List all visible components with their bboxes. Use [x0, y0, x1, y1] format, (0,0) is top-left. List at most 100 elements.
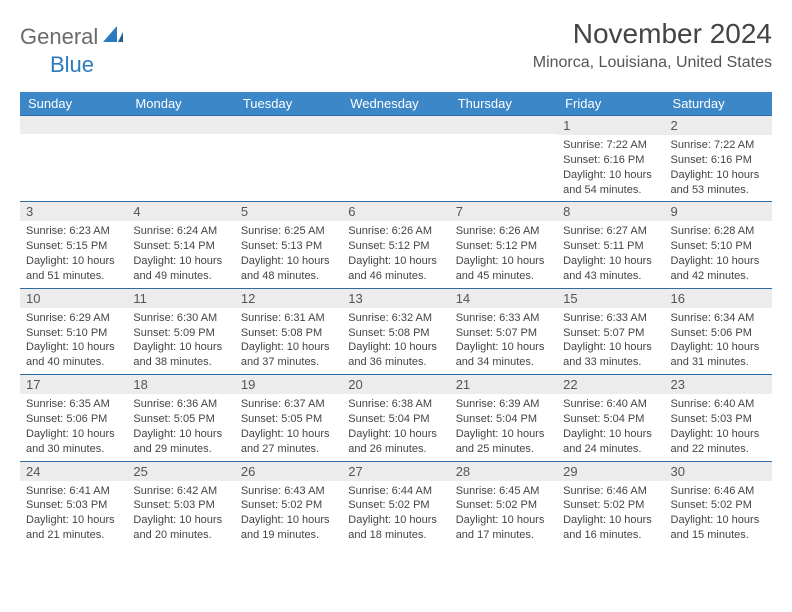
day-body: Sunrise: 6:34 AMSunset: 5:06 PMDaylight:…	[665, 308, 772, 374]
day-number	[235, 116, 342, 134]
day-number	[127, 116, 234, 134]
sunrise-text: Sunrise: 7:22 AM	[563, 138, 658, 153]
sunset-text: Sunset: 5:02 PM	[456, 498, 551, 513]
day-body: Sunrise: 6:43 AMSunset: 5:02 PMDaylight:…	[235, 481, 342, 547]
calendar-day-cell: 8Sunrise: 6:27 AMSunset: 5:11 PMDaylight…	[557, 202, 664, 288]
day-number: 28	[450, 462, 557, 481]
sunrise-text: Sunrise: 6:29 AM	[26, 311, 121, 326]
day-text: Daylight: 10 hours and 15 minutes.	[671, 513, 766, 543]
day-body	[450, 134, 557, 141]
day-text: Daylight: 10 hours and 49 minutes.	[133, 254, 228, 284]
day-text: Daylight: 10 hours and 34 minutes.	[456, 340, 551, 370]
day-number: 3	[20, 202, 127, 221]
day-text: Daylight: 10 hours and 20 minutes.	[133, 513, 228, 543]
sunrise-text: Sunrise: 6:46 AM	[671, 484, 766, 499]
day-text: Daylight: 10 hours and 29 minutes.	[133, 427, 228, 457]
sunset-text: Sunset: 5:09 PM	[133, 326, 228, 341]
day-text: Daylight: 10 hours and 46 minutes.	[348, 254, 443, 284]
calendar-week-row: 1Sunrise: 7:22 AMSunset: 6:16 PMDaylight…	[20, 116, 772, 202]
day-text: Daylight: 10 hours and 17 minutes.	[456, 513, 551, 543]
calendar-day-cell: 12Sunrise: 6:31 AMSunset: 5:08 PMDayligh…	[235, 288, 342, 374]
day-number: 9	[665, 202, 772, 221]
weekday-header: Tuesday	[235, 92, 342, 116]
day-body: Sunrise: 6:29 AMSunset: 5:10 PMDaylight:…	[20, 308, 127, 374]
sunset-text: Sunset: 5:15 PM	[26, 239, 121, 254]
calendar-day-cell: 24Sunrise: 6:41 AMSunset: 5:03 PMDayligh…	[20, 461, 127, 547]
day-text: Daylight: 10 hours and 18 minutes.	[348, 513, 443, 543]
day-body: Sunrise: 7:22 AMSunset: 6:16 PMDaylight:…	[665, 135, 772, 201]
day-text: Daylight: 10 hours and 37 minutes.	[241, 340, 336, 370]
day-body	[342, 134, 449, 141]
day-text: Daylight: 10 hours and 42 minutes.	[671, 254, 766, 284]
day-text: Daylight: 10 hours and 19 minutes.	[241, 513, 336, 543]
sunrise-text: Sunrise: 6:46 AM	[563, 484, 658, 499]
day-body: Sunrise: 6:23 AMSunset: 5:15 PMDaylight:…	[20, 221, 127, 287]
sunset-text: Sunset: 5:02 PM	[348, 498, 443, 513]
sunset-text: Sunset: 5:10 PM	[671, 239, 766, 254]
day-body: Sunrise: 6:33 AMSunset: 5:07 PMDaylight:…	[450, 308, 557, 374]
day-body: Sunrise: 6:27 AMSunset: 5:11 PMDaylight:…	[557, 221, 664, 287]
calendar-day-cell: 25Sunrise: 6:42 AMSunset: 5:03 PMDayligh…	[127, 461, 234, 547]
day-number: 22	[557, 375, 664, 394]
calendar-day-cell: 14Sunrise: 6:33 AMSunset: 5:07 PMDayligh…	[450, 288, 557, 374]
sunset-text: Sunset: 5:12 PM	[456, 239, 551, 254]
day-number: 11	[127, 289, 234, 308]
sunrise-text: Sunrise: 6:37 AM	[241, 397, 336, 412]
day-text: Daylight: 10 hours and 24 minutes.	[563, 427, 658, 457]
day-text: Daylight: 10 hours and 40 minutes.	[26, 340, 121, 370]
calendar-day-cell: 29Sunrise: 6:46 AMSunset: 5:02 PMDayligh…	[557, 461, 664, 547]
day-body: Sunrise: 6:26 AMSunset: 5:12 PMDaylight:…	[450, 221, 557, 287]
sunset-text: Sunset: 6:16 PM	[671, 153, 766, 168]
calendar-week-row: 3Sunrise: 6:23 AMSunset: 5:15 PMDaylight…	[20, 202, 772, 288]
calendar-day-cell	[20, 116, 127, 202]
day-body: Sunrise: 6:44 AMSunset: 5:02 PMDaylight:…	[342, 481, 449, 547]
calendar-day-cell	[342, 116, 449, 202]
sunrise-text: Sunrise: 6:32 AM	[348, 311, 443, 326]
sunrise-text: Sunrise: 6:38 AM	[348, 397, 443, 412]
sunset-text: Sunset: 5:03 PM	[133, 498, 228, 513]
sunset-text: Sunset: 5:10 PM	[26, 326, 121, 341]
day-number: 26	[235, 462, 342, 481]
calendar-week-row: 24Sunrise: 6:41 AMSunset: 5:03 PMDayligh…	[20, 461, 772, 547]
weekday-header: Monday	[127, 92, 234, 116]
day-body: Sunrise: 6:41 AMSunset: 5:03 PMDaylight:…	[20, 481, 127, 547]
day-body	[20, 134, 127, 141]
day-body: Sunrise: 6:37 AMSunset: 5:05 PMDaylight:…	[235, 394, 342, 460]
sunset-text: Sunset: 5:04 PM	[348, 412, 443, 427]
calendar-day-cell: 6Sunrise: 6:26 AMSunset: 5:12 PMDaylight…	[342, 202, 449, 288]
day-text: Daylight: 10 hours and 36 minutes.	[348, 340, 443, 370]
weekday-header: Wednesday	[342, 92, 449, 116]
day-body: Sunrise: 6:28 AMSunset: 5:10 PMDaylight:…	[665, 221, 772, 287]
calendar-day-cell: 5Sunrise: 6:25 AMSunset: 5:13 PMDaylight…	[235, 202, 342, 288]
day-body	[235, 134, 342, 141]
sunrise-text: Sunrise: 6:41 AM	[26, 484, 121, 499]
sunset-text: Sunset: 5:05 PM	[133, 412, 228, 427]
sunset-text: Sunset: 6:16 PM	[563, 153, 658, 168]
sunset-text: Sunset: 5:08 PM	[241, 326, 336, 341]
day-number: 29	[557, 462, 664, 481]
day-number: 1	[557, 116, 664, 135]
day-body: Sunrise: 6:36 AMSunset: 5:05 PMDaylight:…	[127, 394, 234, 460]
day-body: Sunrise: 6:39 AMSunset: 5:04 PMDaylight:…	[450, 394, 557, 460]
day-number: 8	[557, 202, 664, 221]
sunrise-text: Sunrise: 6:40 AM	[671, 397, 766, 412]
calendar-day-cell: 7Sunrise: 6:26 AMSunset: 5:12 PMDaylight…	[450, 202, 557, 288]
calendar-day-cell: 28Sunrise: 6:45 AMSunset: 5:02 PMDayligh…	[450, 461, 557, 547]
calendar-day-cell: 19Sunrise: 6:37 AMSunset: 5:05 PMDayligh…	[235, 375, 342, 461]
sunrise-text: Sunrise: 6:33 AM	[456, 311, 551, 326]
day-text: Daylight: 10 hours and 22 minutes.	[671, 427, 766, 457]
day-text: Daylight: 10 hours and 45 minutes.	[456, 254, 551, 284]
day-number: 20	[342, 375, 449, 394]
day-body	[127, 134, 234, 141]
sunset-text: Sunset: 5:08 PM	[348, 326, 443, 341]
calendar-day-cell	[235, 116, 342, 202]
location: Minorca, Louisiana, United States	[533, 54, 772, 72]
weekday-header: Sunday	[20, 92, 127, 116]
day-body: Sunrise: 6:45 AMSunset: 5:02 PMDaylight:…	[450, 481, 557, 547]
day-number: 7	[450, 202, 557, 221]
day-number: 14	[450, 289, 557, 308]
sunrise-text: Sunrise: 6:39 AM	[456, 397, 551, 412]
day-text: Daylight: 10 hours and 30 minutes.	[26, 427, 121, 457]
day-number: 5	[235, 202, 342, 221]
day-text: Daylight: 10 hours and 38 minutes.	[133, 340, 228, 370]
